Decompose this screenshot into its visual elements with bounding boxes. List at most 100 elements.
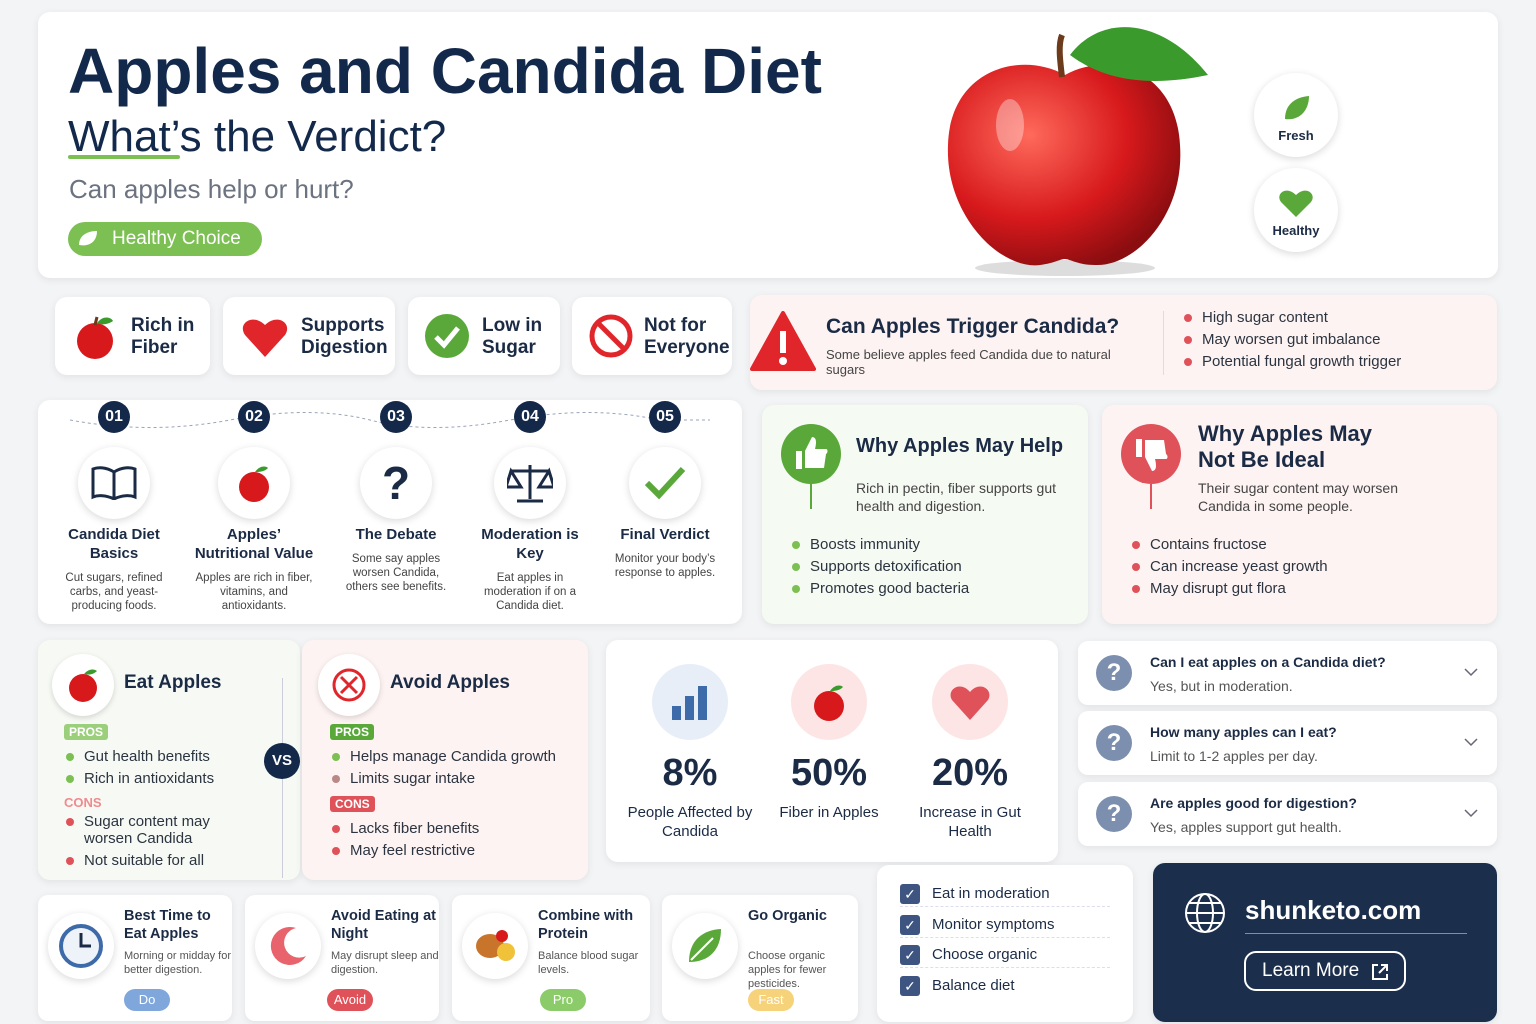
pros-label: PROS xyxy=(64,724,109,740)
con-item: Sugar content may worsen Candida xyxy=(64,813,244,847)
leaf-icon xyxy=(1285,96,1309,120)
clock-icon xyxy=(48,913,114,979)
trigger-list: High sugar content May worsen gut imbala… xyxy=(1182,309,1401,375)
external-icon xyxy=(1372,964,1388,980)
step-title: The Debate xyxy=(355,526,437,543)
help-text: Rich in pectin, fiber supports gut healt… xyxy=(856,480,1056,514)
tip-card: Best Time to Eat Apples Morning or midday… xyxy=(38,895,232,1021)
thumbs-down-icon xyxy=(1121,424,1181,509)
step-title: Apples’ Nutritional Value xyxy=(194,526,314,562)
feature-card: Supports Digestion xyxy=(223,297,395,375)
con-item: May feel restrictive xyxy=(330,842,479,859)
feature-text: Not for Everyone xyxy=(644,315,730,358)
step-icon xyxy=(629,447,701,519)
step-text: Cut sugars, refined carbs, and yeast-pro… xyxy=(65,572,163,612)
subtitle: What’s the Verdict? xyxy=(68,112,447,161)
tip-tag: Pro xyxy=(540,989,586,1011)
badge: Healthy Choice xyxy=(68,222,262,256)
pro-item: Limits sugar intake xyxy=(330,770,556,787)
pro-item: Rich in antioxidants xyxy=(64,770,214,787)
cons-label: CONS xyxy=(64,795,102,810)
step-number: 01 xyxy=(98,401,130,433)
help-point: Boosts immunity xyxy=(790,536,969,553)
eat-pros: Gut health benefits Rich in antioxidants xyxy=(64,748,214,792)
faq-item[interactable]: ? Are apples good for digestion? Yes, appl… xyxy=(1078,782,1497,846)
faq-item[interactable]: ? How many apples can I eat? Limit to 1-2 … xyxy=(1078,711,1497,775)
stat-icon xyxy=(791,664,867,740)
not-ideal-point: Contains fructose xyxy=(1130,536,1328,553)
stat-value: 20% xyxy=(931,752,1009,794)
pro-item: Helps manage Candida growth xyxy=(330,748,556,765)
heart-icon xyxy=(1279,190,1313,217)
faq-question: Are apples good for digestion? xyxy=(1150,795,1357,811)
help-point: Supports detoxification xyxy=(790,558,969,575)
faq-answer: Limit to 1-2 apples per day. xyxy=(1150,748,1318,764)
tip-tag: Avoid xyxy=(327,989,373,1011)
faq-answer: Yes, apples support gut health. xyxy=(1150,819,1342,835)
check-item: Balance diet xyxy=(900,975,1110,999)
tag-label: Healthy xyxy=(1272,223,1320,238)
help-title: Why Apples May Help xyxy=(856,435,1064,457)
chevron xyxy=(1464,738,1478,747)
leaf-icon xyxy=(79,231,97,246)
moon-icon xyxy=(255,913,321,979)
stat-label: Increase in Gut Health xyxy=(919,804,1021,840)
apple-illustration xyxy=(947,27,1208,276)
eat-cons: Sugar content may worsen Candida Not suit… xyxy=(64,813,244,874)
help-point: Promotes good bacteria xyxy=(790,580,969,597)
check-item: Choose organic xyxy=(900,944,1110,968)
step-icon: ? xyxy=(360,447,432,519)
thumbs-up-icon xyxy=(781,424,841,509)
apple-icon xyxy=(77,316,113,359)
vs-badge: VS xyxy=(264,743,300,779)
avoid-card: Avoid Apples PROS Helps manage Candida g… xyxy=(302,640,588,880)
tip-card: Go Organic Choose organic apples for fewe… xyxy=(662,895,858,1021)
question-icon: ? xyxy=(1096,796,1132,832)
not-ideal-card: Why Apples May Not Be Ideal Their sugar … xyxy=(1102,405,1497,624)
step: 01 Candida Diet Basics Cut sugars, refined… xyxy=(54,401,174,613)
tip-text: Choose organic apples for fewer pesticid… xyxy=(748,950,827,990)
step: 03? The Debate Some say apples worsen Cand… xyxy=(336,401,456,594)
header-card xyxy=(38,12,1498,278)
pros-label: PROS xyxy=(330,724,375,740)
trigger-point: Potential fungal growth trigger xyxy=(1182,353,1401,370)
button-label: Learn More xyxy=(1262,960,1360,981)
trigger-text: Some believe apples feed Candida due to … xyxy=(826,347,1111,377)
cta-card: shunketo.com Learn More xyxy=(1153,863,1497,1022)
tip-card: Avoid Eating at Night May disrupt sleep a… xyxy=(245,895,439,1021)
site-name: shunketo.com xyxy=(1245,895,1422,925)
not-ideal-point: Can increase yeast growth xyxy=(1130,558,1328,575)
faq-question: How many apples can I eat? xyxy=(1150,724,1337,740)
con-item: Not suitable for all xyxy=(64,852,244,869)
step-number: 02 xyxy=(238,401,270,433)
stat: 20% Increase in Gut Health xyxy=(900,664,1040,841)
tip-text: May disrupt sleep and digestion. xyxy=(331,950,439,976)
protein-icon xyxy=(462,913,528,979)
feature-text: Supports Digestion xyxy=(301,315,388,358)
avoid-pros: Helps manage Candida growth Limits sugar … xyxy=(330,748,556,792)
learn-more-button[interactable]: Learn More xyxy=(1244,951,1406,991)
tag-label: Fresh xyxy=(1278,128,1314,143)
step-icon xyxy=(78,447,150,519)
check-item: Monitor symptoms xyxy=(900,914,1110,938)
feature-text: Low in Sugar xyxy=(482,315,543,358)
feature-card: Not for Everyone xyxy=(572,297,732,375)
feature-card: Low in Sugar xyxy=(408,297,560,375)
stats-card: 8% People Affected by Candida 50% Fiber in… xyxy=(606,640,1058,862)
step: 05 Final Verdict Monitor your body’s respo… xyxy=(605,401,725,580)
faq-item[interactable]: ? Can I eat apples on a Candida diet? Yes,… xyxy=(1078,641,1497,705)
title: Apples and Candida Diet xyxy=(68,35,822,107)
globe-icon xyxy=(1185,893,1225,933)
stat: 50% Fiber in Apples xyxy=(759,664,899,822)
step-text: Eat apples in moderation if on a Candida… xyxy=(483,572,577,612)
tip-title: Avoid Eating at Night xyxy=(331,908,436,942)
eat-card: Eat Apples PROS Gut health benefits Rich … xyxy=(38,640,300,880)
avoid-title: Avoid Apples xyxy=(390,672,510,693)
tag-healthy: Healthy xyxy=(1254,168,1338,252)
underline xyxy=(68,155,180,159)
step-title: Candida Diet Basics xyxy=(68,526,160,562)
cons-label: CONS xyxy=(330,796,375,812)
eat-title: Eat Apples xyxy=(124,672,222,693)
